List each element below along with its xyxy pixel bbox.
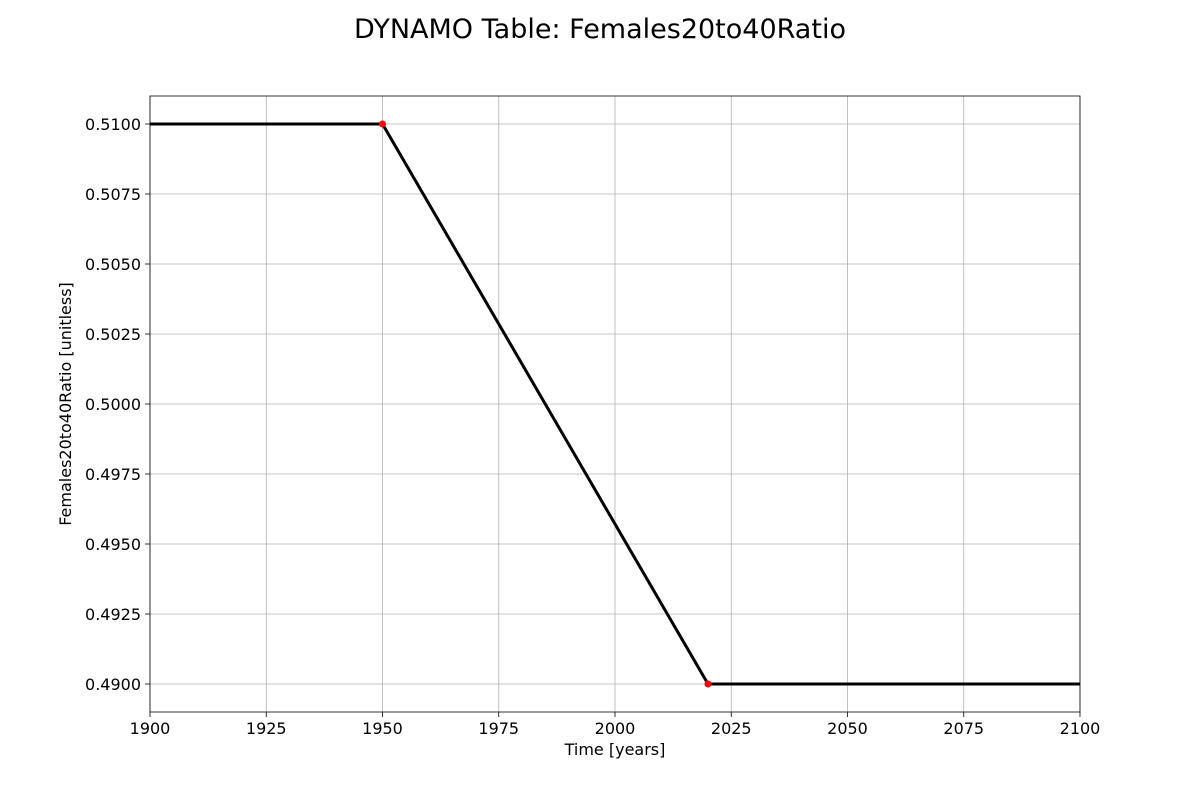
y-tick-label: 0.5100	[85, 115, 141, 134]
y-tick-label: 0.5025	[85, 325, 141, 344]
marker-layer	[379, 120, 712, 688]
x-tick-label: 1975	[478, 719, 519, 738]
x-tick-label: 1925	[246, 719, 287, 738]
series-line	[150, 122, 1080, 686]
x-tick-label: 2075	[943, 719, 984, 738]
x-tick-label: 2050	[827, 719, 868, 738]
x-tick-label: 2100	[1060, 719, 1101, 738]
x-tick-label: 2025	[711, 719, 752, 738]
x-tick-label: 1900	[130, 719, 171, 738]
x-tick-label: 2000	[595, 719, 636, 738]
y-tick-label: 0.4975	[85, 465, 141, 484]
data-point-marker	[379, 120, 386, 128]
grid	[149, 96, 1081, 712]
x-tick-label: 1950	[362, 719, 403, 738]
series-layer	[150, 122, 1080, 686]
y-tick-label: 0.4950	[85, 535, 141, 554]
chart-title: DYNAMO Table: Females20to40Ratio	[354, 14, 846, 45]
y-tick-label: 0.5075	[85, 185, 141, 204]
data-point-marker	[704, 680, 712, 688]
x-axis-label: Time [years]	[564, 740, 666, 759]
y-tick-label: 0.5000	[85, 395, 141, 414]
x-axis-ticks: 1900 1925 1950 1975 2000 2025 2050 2075 2100	[130, 712, 1101, 738]
y-axis-ticks: 0.4900 0.4925 0.4950 0.4975 0.5000 0.5025 0.50…	[85, 115, 150, 694]
y-tick-label: 0.5050	[85, 255, 141, 274]
y-axis-label: Females20to40Ratio [unitless]	[56, 282, 75, 526]
y-tick-label: 0.4925	[85, 605, 141, 624]
y-tick-label: 0.4900	[85, 675, 141, 694]
